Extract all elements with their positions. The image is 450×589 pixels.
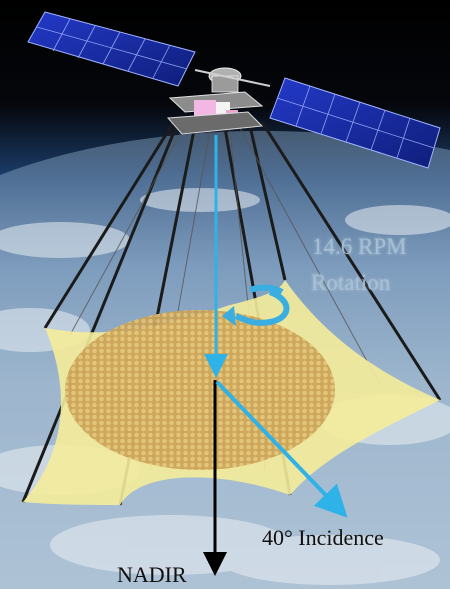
rotation-label: Rotation: [311, 270, 391, 295]
incidence-arrow: [215, 380, 348, 518]
solar-panel-left: [27, 11, 196, 87]
nadir-label: NADIR: [117, 562, 187, 587]
solar-panel-right: [269, 77, 441, 169]
spacecraft-bus: [166, 67, 271, 135]
feed-array: [65, 310, 335, 470]
incidence-angle-label: 40° Incidence: [262, 525, 384, 550]
curved-arrow-icon: [222, 284, 290, 326]
rotation-rate-label: 14.6 RPM: [312, 234, 407, 259]
